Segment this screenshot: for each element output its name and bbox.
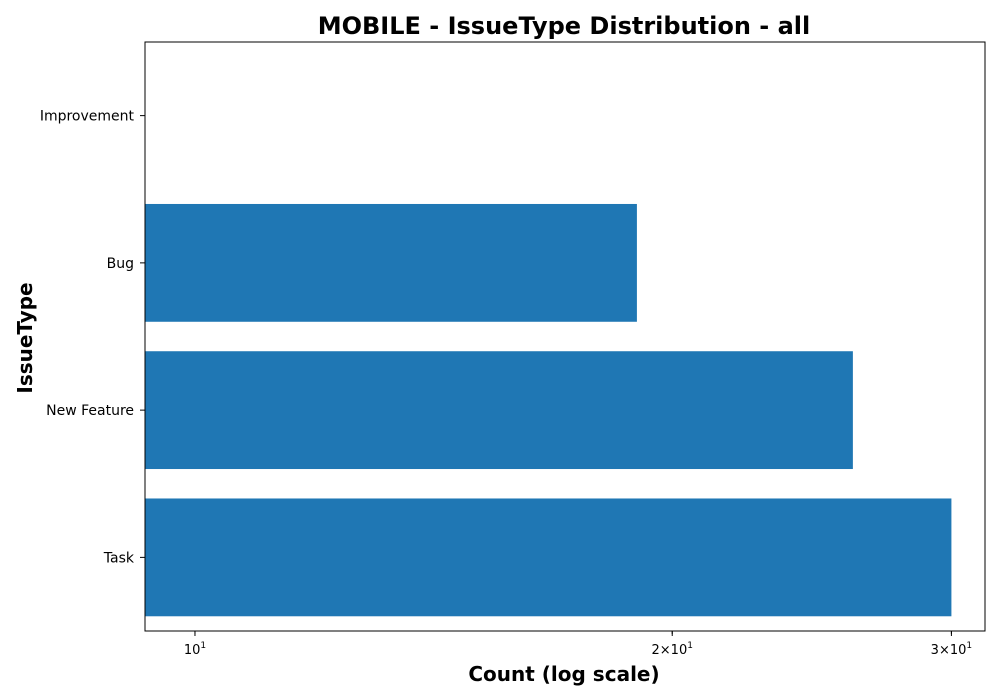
y-tick-label: Bug: [107, 256, 134, 272]
y-ticks: Improvement Bug New Feature Task: [40, 109, 145, 566]
bars: [145, 203, 952, 617]
axes: [144, 41, 986, 632]
y-tick-label: New Feature: [46, 403, 134, 419]
bar-task: [145, 498, 952, 617]
bar-bug: [145, 203, 637, 322]
x-axis-label: Count (log scale): [468, 662, 659, 686]
plot-frame: [144, 41, 986, 632]
x-ticks: 101 2×101 3×101: [184, 631, 972, 658]
y-tick-label: Task: [103, 550, 135, 566]
chart-title: MOBILE - IssueType Distribution - all: [318, 12, 811, 40]
x-tick-label: 3×101: [931, 641, 972, 658]
y-axis-label: IssueType: [13, 282, 37, 393]
y-tick-label: Improvement: [40, 109, 135, 125]
bar-new-feature: [145, 351, 853, 470]
x-tick-label: 101: [184, 641, 206, 658]
x-tick-label: 2×101: [652, 641, 693, 658]
